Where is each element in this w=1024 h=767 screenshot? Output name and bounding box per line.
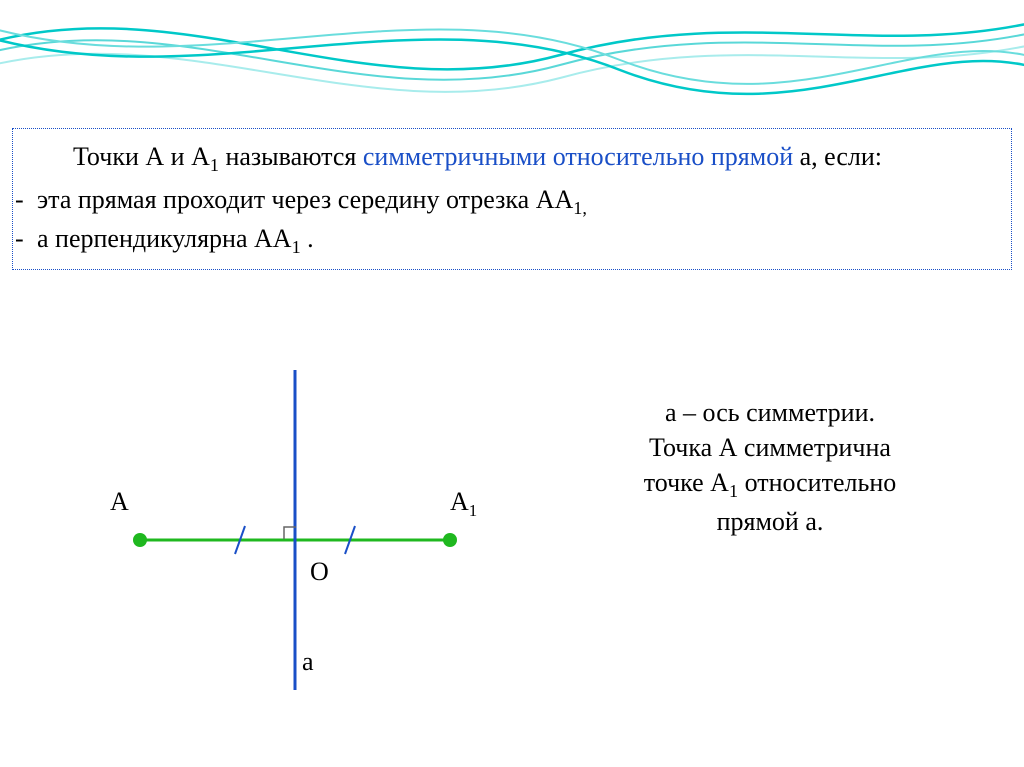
svg-text:О: О [310,557,329,586]
bullet2-post: . [301,224,314,253]
caption-line3-pre: точке А [644,468,729,497]
wave-header [0,0,1024,140]
definition-box: Точки А и А1 называются симметричными от… [12,128,1012,270]
def-intro-mid: называются [219,142,363,171]
bullet-2: а перпендикулярна АА1 . [37,221,987,260]
caption-line4: прямой а. [560,504,980,539]
svg-text:А1: А1 [450,487,477,520]
definition-intro: Точки А и А1 называются симметричными от… [73,139,987,178]
caption-line2: Точка А симметрична [560,430,980,465]
def-intro-post: а, если: [793,142,882,171]
definition-list: эта прямая проходит через середину отрез… [37,182,987,260]
bullet-1: эта прямая проходит через середину отрез… [37,182,987,221]
wave-svg [0,0,1024,140]
svg-text:а: а [302,647,314,676]
caption-line1: а – ось симметрии. [560,395,980,430]
def-intro-pre: Точки А и А [73,142,210,171]
bullet2-pre: а перпендикулярна АА [37,224,292,253]
def-intro-sub: 1 [210,155,219,175]
caption-line3-sub: 1 [729,481,738,501]
svg-text:А: А [110,487,129,516]
symmetry-diagram: А А1 Оа [80,370,520,710]
bullet1-pre: эта прямая проходит через середину отрез… [37,185,573,214]
bullet2-sub: 1 [292,237,301,257]
def-highlight: симметричными относительно прямой [363,142,793,171]
caption-line3-post: относительно [738,468,896,497]
caption: а – ось симметрии. Точка А симметрична т… [560,395,980,539]
caption-line3: точке А1 относительно [560,465,980,504]
diagram-svg: А А1 Оа [80,370,520,710]
bullet1-sub: 1, [573,198,587,218]
